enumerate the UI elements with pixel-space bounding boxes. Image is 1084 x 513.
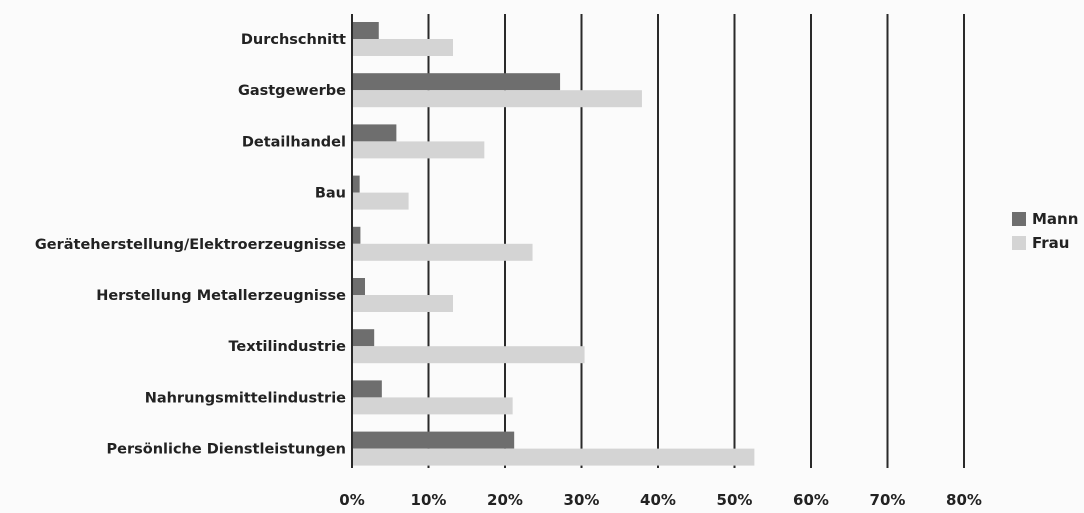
bar-frau xyxy=(353,192,409,210)
bar-mann xyxy=(353,226,361,244)
legend-swatch-mann xyxy=(1012,212,1026,226)
x-tick-label: 0% xyxy=(339,491,364,509)
category-label: Durchschnitt xyxy=(241,32,346,48)
x-tick-label: 80% xyxy=(946,491,982,509)
category-labels: Durchschnitt Gastgewerbe Detailhandel Bau Ge… xyxy=(35,32,346,458)
x-tick-label: 70% xyxy=(870,491,906,509)
x-axis-tick-labels: 0% 10% 20% 30% 40% 50% 60% 70% 80% xyxy=(339,491,982,509)
legend-label-frau: Frau xyxy=(1032,234,1070,252)
category-label: Textilindustrie xyxy=(228,339,346,355)
bar-mann xyxy=(353,22,379,39)
bar-frau xyxy=(353,39,453,56)
category-label: Bau xyxy=(315,186,346,202)
bar-frau xyxy=(353,243,533,261)
bar-frau xyxy=(353,90,642,108)
bar-frau xyxy=(353,141,485,159)
category-label: Geräteherstellung/Elektroerzeugnisse xyxy=(35,237,346,253)
category-label: Gastgewerbe xyxy=(238,83,346,99)
bar-frau xyxy=(353,448,755,466)
legend-swatch-frau xyxy=(1012,236,1026,250)
x-tick-label: 20% xyxy=(487,491,523,509)
category-label: Herstellung Metallerzeugnisse xyxy=(96,288,346,304)
bar-frau xyxy=(353,295,453,312)
bar-mann xyxy=(353,278,366,295)
category-label: Detailhandel xyxy=(242,134,346,150)
bar-frau xyxy=(353,397,513,415)
bar-mann xyxy=(353,175,360,193)
bar-mann xyxy=(353,431,515,449)
x-tick-label: 30% xyxy=(564,491,600,509)
x-tick-label: 40% xyxy=(640,491,676,509)
category-label: Nahrungsmittelindustrie xyxy=(145,390,346,406)
x-tick-label: 10% xyxy=(411,491,447,509)
legend: Mann Frau xyxy=(1012,210,1078,252)
bar-mann xyxy=(353,380,382,398)
category-label: Persönliche Dienstleistungen xyxy=(106,442,346,458)
x-tick-label: 60% xyxy=(793,491,829,509)
bar-mann xyxy=(353,73,561,91)
bar-mann xyxy=(353,124,397,142)
legend-label-mann: Mann xyxy=(1032,210,1078,228)
bar-mann xyxy=(353,329,375,347)
bars xyxy=(353,22,755,466)
bar-frau xyxy=(353,346,585,364)
x-tick-label: 50% xyxy=(717,491,753,509)
